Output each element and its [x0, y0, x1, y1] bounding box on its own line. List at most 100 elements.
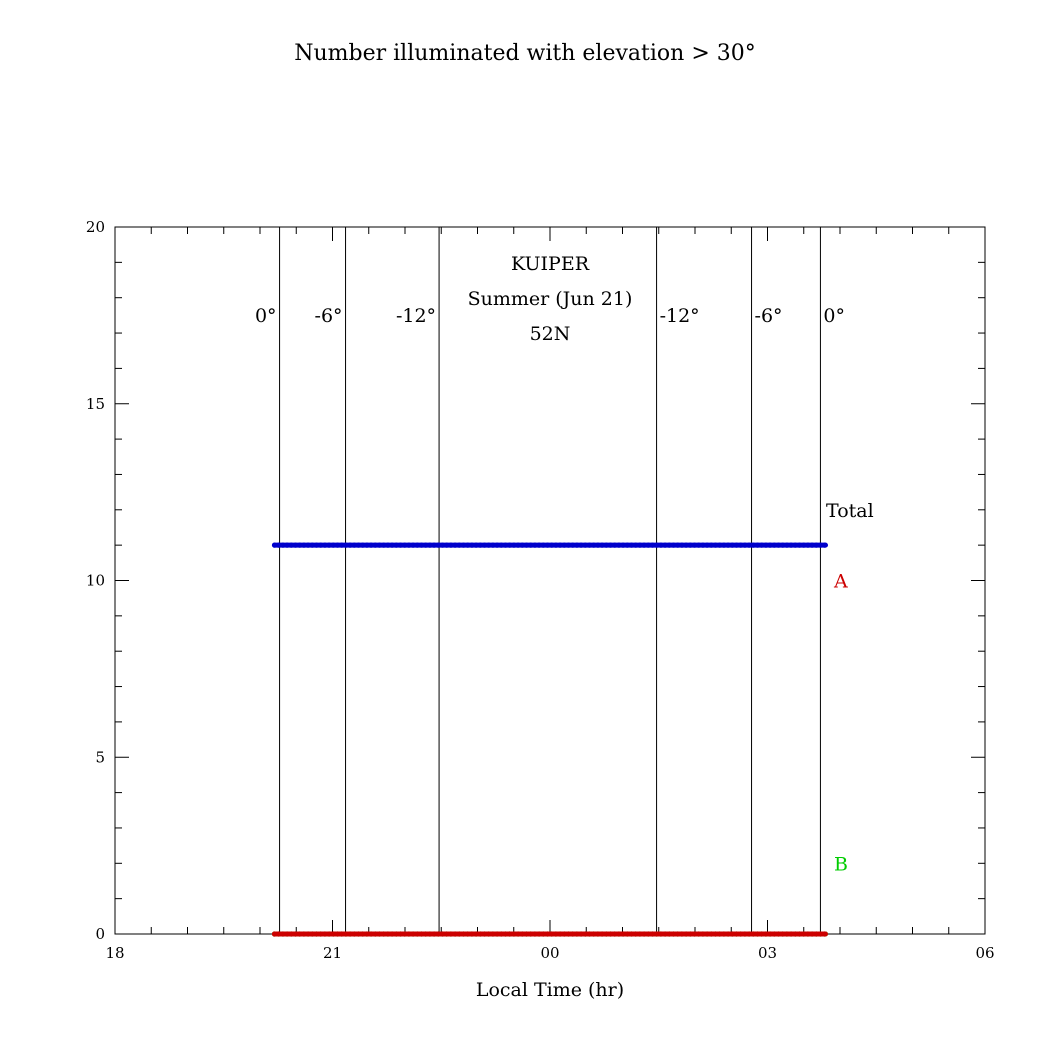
- series-point-a: [372, 931, 378, 937]
- series-point-total: [364, 542, 370, 548]
- series-point-a: [540, 931, 546, 937]
- series-point-a: [780, 931, 786, 937]
- series-point-total: [435, 542, 441, 548]
- series-point-total: [691, 542, 698, 548]
- series-point-a: [565, 931, 572, 937]
- series-point-total: [372, 542, 378, 548]
- series-point-total: [759, 542, 765, 548]
- series-point-a: [788, 931, 794, 937]
- series-point-total: [784, 542, 790, 548]
- series-point-a: [763, 931, 769, 937]
- series-point-total: [805, 542, 811, 548]
- twilight-lines: 0° -6° -12° -12° -6° 0°: [255, 227, 845, 934]
- series-point-a: [792, 931, 798, 937]
- series-point-total: [528, 542, 534, 548]
- series-point-a: [666, 931, 672, 937]
- series-point-a: [381, 931, 387, 937]
- series-point-total: [381, 542, 387, 548]
- series-point-total: [351, 542, 357, 548]
- series-point-a: [805, 931, 811, 937]
- series-point-a: [683, 931, 689, 937]
- series-point-total: [339, 542, 345, 548]
- series-point-total: [536, 542, 542, 548]
- twilight-label: -6°: [755, 305, 783, 327]
- series-point-a: [334, 931, 341, 937]
- series-point-a: [469, 931, 475, 937]
- series-point-total: [376, 542, 383, 548]
- series-point-total: [477, 542, 483, 548]
- series-point-a: [439, 931, 446, 937]
- series-point-total: [280, 542, 286, 548]
- series-point-a: [738, 931, 744, 937]
- series-point-total: [288, 542, 294, 548]
- series-point-a: [620, 931, 626, 937]
- series-point-total: [578, 542, 584, 548]
- series-point-a: [385, 931, 391, 937]
- series-point-a: [486, 931, 492, 937]
- series-point-a: [393, 931, 399, 937]
- series-point-a: [733, 931, 740, 937]
- series-point-a: [297, 931, 303, 937]
- series-point-total: [549, 542, 555, 548]
- series-point-total: [318, 542, 324, 548]
- series-point-a: [427, 931, 433, 937]
- series-point-a: [276, 931, 282, 937]
- series-point-a: [649, 931, 656, 937]
- twilight-label: 0°: [255, 305, 277, 327]
- annotation-line: 52N: [530, 323, 571, 345]
- series-point-a: [662, 931, 668, 937]
- series-point-total: [452, 542, 458, 548]
- series-point-total: [402, 542, 408, 548]
- series-point-a: [418, 931, 425, 937]
- series-point-a: [532, 931, 538, 937]
- series-point-total: [305, 542, 311, 548]
- series-point-total: [616, 542, 622, 548]
- series-point-a: [305, 931, 311, 937]
- series-point-total: [687, 542, 693, 548]
- series-point-a: [519, 931, 525, 937]
- series-point-a: [595, 931, 601, 937]
- series-point-total: [523, 542, 530, 548]
- series-point-total: [662, 542, 668, 548]
- series-point-a: [301, 931, 307, 937]
- series-point-total: [788, 542, 794, 548]
- series-point-a: [288, 931, 294, 937]
- series-point-a: [456, 931, 462, 937]
- series-point-a: [717, 931, 723, 937]
- series-point-total: [309, 542, 315, 548]
- series-point-total: [809, 542, 815, 548]
- series-point-total: [763, 542, 769, 548]
- series-point-a: [612, 931, 618, 937]
- x-tick-label: 03: [758, 944, 777, 962]
- series-point-a: [809, 931, 815, 937]
- series-point-a: [586, 931, 593, 937]
- series-point-total: [406, 542, 412, 548]
- series-point-a: [549, 931, 555, 937]
- y-tick-label: 15: [86, 395, 105, 413]
- series-point-total: [796, 542, 803, 548]
- series-point-total: [565, 542, 572, 548]
- x-tick-label: 06: [975, 944, 994, 962]
- series-point-a: [675, 931, 681, 937]
- series-point-total: [641, 542, 647, 548]
- series-point-total: [817, 542, 824, 548]
- series-point-a: [721, 931, 727, 937]
- series-point-total: [746, 542, 752, 548]
- series-point-total: [586, 542, 593, 548]
- series-point-a: [582, 931, 588, 937]
- series-point-a: [465, 931, 471, 937]
- series-point-a: [603, 931, 609, 937]
- series-point-a: [599, 931, 605, 937]
- series-point-total: [385, 542, 391, 548]
- series-point-a: [704, 931, 710, 937]
- series-point-total: [607, 542, 614, 548]
- series-point-a: [309, 931, 315, 937]
- series-point-a: [750, 931, 756, 937]
- series-point-a: [448, 931, 454, 937]
- series-point-total: [628, 542, 635, 548]
- series-point-a: [330, 931, 336, 937]
- series-point-total: [649, 542, 656, 548]
- series-point-a: [813, 931, 819, 937]
- series-point-a: [759, 931, 765, 937]
- series-point-a: [347, 931, 353, 937]
